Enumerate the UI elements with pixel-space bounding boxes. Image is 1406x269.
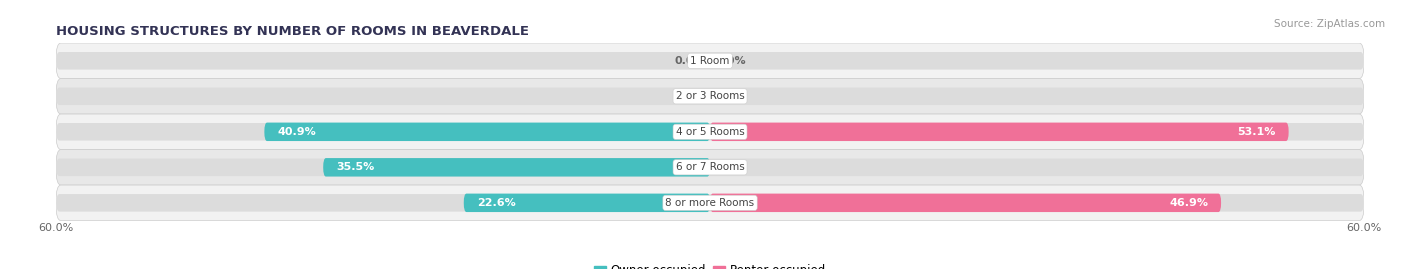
Text: HOUSING STRUCTURES BY NUMBER OF ROOMS IN BEAVERDALE: HOUSING STRUCTURES BY NUMBER OF ROOMS IN…	[56, 25, 529, 38]
Text: 1 Room: 1 Room	[690, 56, 730, 66]
FancyBboxPatch shape	[56, 150, 1364, 185]
Text: 46.9%: 46.9%	[1168, 198, 1208, 208]
FancyBboxPatch shape	[56, 158, 1364, 176]
FancyBboxPatch shape	[56, 123, 1364, 141]
Text: 22.6%: 22.6%	[477, 198, 516, 208]
FancyBboxPatch shape	[710, 194, 1220, 212]
FancyBboxPatch shape	[264, 123, 710, 141]
Text: 0.0%: 0.0%	[716, 91, 747, 101]
FancyBboxPatch shape	[56, 79, 1364, 114]
Text: Source: ZipAtlas.com: Source: ZipAtlas.com	[1274, 19, 1385, 29]
Text: 40.9%: 40.9%	[277, 127, 316, 137]
Text: 0.0%: 0.0%	[673, 56, 704, 66]
Legend: Owner-occupied, Renter-occupied: Owner-occupied, Renter-occupied	[589, 260, 831, 269]
FancyBboxPatch shape	[56, 114, 1364, 150]
Text: 0.0%: 0.0%	[716, 162, 747, 172]
FancyBboxPatch shape	[56, 43, 1364, 79]
Text: 4 or 5 Rooms: 4 or 5 Rooms	[676, 127, 744, 137]
Text: 53.1%: 53.1%	[1237, 127, 1275, 137]
FancyBboxPatch shape	[56, 185, 1364, 221]
Text: 8 or more Rooms: 8 or more Rooms	[665, 198, 755, 208]
FancyBboxPatch shape	[710, 123, 1289, 141]
FancyBboxPatch shape	[464, 194, 710, 212]
Text: 0.0%: 0.0%	[673, 91, 704, 101]
Text: 6 or 7 Rooms: 6 or 7 Rooms	[676, 162, 744, 172]
Text: 2 or 3 Rooms: 2 or 3 Rooms	[676, 91, 744, 101]
Text: 35.5%: 35.5%	[336, 162, 374, 172]
FancyBboxPatch shape	[56, 194, 1364, 212]
Text: 0.0%: 0.0%	[716, 56, 747, 66]
FancyBboxPatch shape	[56, 52, 1364, 70]
FancyBboxPatch shape	[56, 87, 1364, 105]
FancyBboxPatch shape	[323, 158, 710, 176]
